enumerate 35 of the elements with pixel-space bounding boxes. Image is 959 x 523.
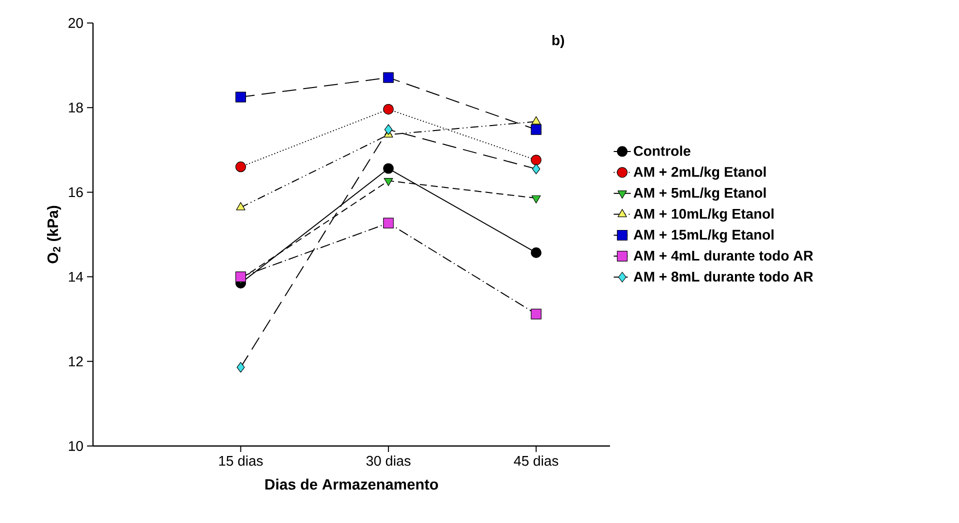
x-axis-title: Dias de Armazenamento [265, 478, 438, 490]
point [530, 308, 542, 320]
point [236, 362, 245, 373]
legend-label: AM + 10mL/kg Etanol [634, 208, 774, 222]
point [532, 116, 541, 124]
y-tick-label: 12 [68, 356, 83, 366]
y-tick-label: 14 [68, 272, 84, 282]
point [530, 154, 542, 166]
point [383, 72, 394, 83]
y-tick-label: 10 [68, 441, 83, 451]
point [530, 124, 542, 135]
legend-label: Controle [634, 146, 690, 156]
x-tick-label: 30 dias [366, 456, 410, 466]
point [384, 124, 392, 135]
y-tick-label: 18 [68, 102, 83, 113]
x-tick-label: 15 dias [219, 456, 263, 466]
legend-label: AM + 2mL/kg Etanol [634, 166, 766, 180]
point [236, 202, 246, 210]
legend-label: AM + 5mL/kg Etanol [634, 188, 766, 201]
legend-label: AM + 4mL durante todo AR [634, 250, 814, 261]
point [383, 104, 394, 115]
point [530, 247, 542, 258]
point [235, 272, 246, 282]
point [532, 164, 540, 174]
y-tick-label: 20 [68, 18, 83, 28]
point [235, 92, 246, 102]
y-tick-label: 16 [68, 187, 83, 198]
point [383, 218, 394, 228]
annotation: b) [552, 34, 564, 48]
legend-label: AM + 8mL durante todo AR [634, 271, 814, 282]
legend-label: AM + 15mL/kg Etanol [634, 229, 774, 243]
point [383, 163, 394, 174]
x-tick-label: 45 dias [514, 456, 558, 466]
point [235, 162, 246, 172]
y-axis-title: O$_{2}$ (kPa) [47, 206, 62, 264]
